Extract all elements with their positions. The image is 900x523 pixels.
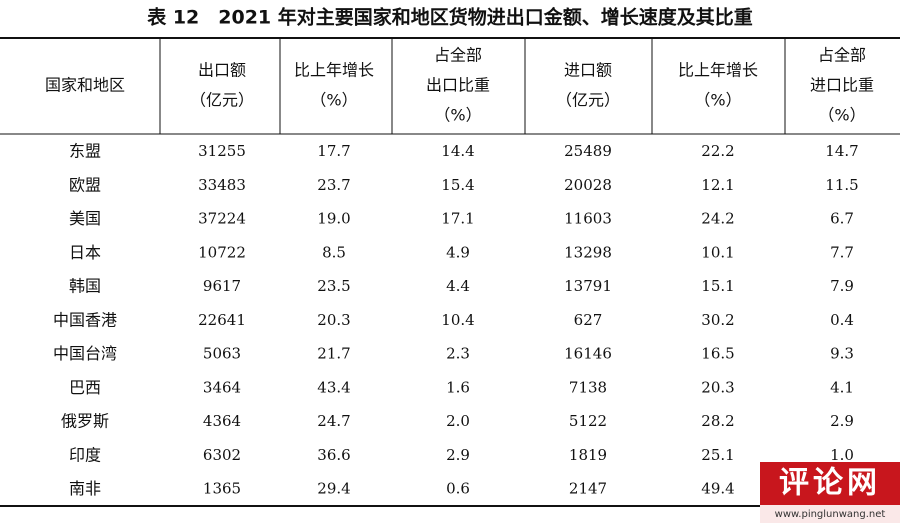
data-cell: 14.4 — [441, 142, 474, 160]
data-cell: 7.9 — [830, 277, 854, 295]
data-cell: 19.0 — [317, 210, 350, 228]
row-label: 韩国 — [69, 277, 101, 296]
header-cell: 进口额 — [564, 61, 612, 80]
data-cell: 23.7 — [317, 176, 350, 194]
header-cell: （%） — [434, 106, 481, 125]
header-cell: （%） — [694, 91, 741, 110]
watermark-name: 评论网 — [779, 466, 881, 501]
row-label: 巴西 — [69, 378, 101, 397]
data-cell: 11.5 — [825, 176, 858, 194]
data-cell: 5063 — [203, 345, 241, 363]
data-cell: 627 — [574, 311, 603, 329]
header-cell: 国家和地区 — [45, 76, 125, 95]
data-cell: 2.3 — [446, 345, 470, 363]
data-cell: 13791 — [564, 277, 612, 295]
data-cell: 10722 — [198, 243, 246, 261]
data-cell: 13298 — [564, 243, 612, 261]
header-cell: （亿元） — [190, 91, 254, 110]
data-cell: 20028 — [564, 176, 612, 194]
row-label: 俄罗斯 — [61, 412, 109, 431]
data-cell: 22641 — [198, 311, 246, 329]
row-label: 中国台湾 — [53, 344, 117, 363]
data-cell: 2.9 — [830, 412, 854, 430]
header-cell: 占全部 — [434, 46, 482, 65]
data-cell: 0.6 — [446, 480, 470, 498]
header-cell: （%） — [310, 91, 357, 110]
row-label: 中国香港 — [53, 310, 117, 329]
header-cell: （亿元） — [556, 91, 620, 110]
data-cell: 1819 — [569, 446, 607, 464]
data-cell: 1.6 — [446, 378, 470, 396]
data-cell: 1.0 — [830, 446, 854, 464]
data-cell: 10.1 — [701, 243, 734, 261]
data-cell: 4364 — [203, 412, 241, 430]
data-cell: 16146 — [564, 345, 612, 363]
data-cell: 22.2 — [701, 142, 734, 160]
table-title: 表 12 2021 年对主要国家和地区货物进出口金额、增长速度及其比重 — [147, 6, 753, 29]
data-cell: 36.6 — [317, 446, 350, 464]
header-cell: 占全部 — [818, 46, 866, 65]
data-cell: 33483 — [198, 176, 246, 194]
header-cell: 比上年增长 — [678, 61, 758, 80]
row-label: 欧盟 — [69, 175, 101, 194]
data-cell: 2.0 — [446, 412, 470, 430]
data-cell: 37224 — [198, 210, 246, 228]
data-cell: 25.1 — [701, 446, 734, 464]
header-cell: 比上年增长 — [294, 61, 374, 80]
row-label: 东盟 — [69, 142, 101, 161]
data-cell: 3464 — [203, 378, 241, 396]
data-cell: 24.7 — [317, 412, 350, 430]
row-label: 印度 — [69, 445, 101, 464]
header-cell: 出口额 — [198, 61, 246, 80]
data-cell: 21.7 — [317, 345, 350, 363]
header-cell: 出口比重 — [426, 76, 490, 95]
watermark-url: www.pinglunwang.net — [775, 509, 886, 520]
row-label: 日本 — [69, 243, 101, 262]
row-label: 美国 — [69, 209, 101, 228]
data-cell: 20.3 — [317, 311, 350, 329]
data-cell: 11603 — [564, 210, 612, 228]
data-cell: 5122 — [569, 412, 607, 430]
data-cell: 6.7 — [830, 210, 854, 228]
data-cell: 23.5 — [317, 277, 350, 295]
data-cell: 15.1 — [701, 277, 734, 295]
row-label: 南非 — [69, 479, 101, 498]
data-cell: 2147 — [569, 480, 607, 498]
data-cell: 0.4 — [830, 311, 854, 329]
header-cell: 进口比重 — [810, 76, 874, 95]
data-cell: 14.7 — [825, 142, 858, 160]
data-cell: 15.4 — [441, 176, 474, 194]
data-cell: 12.1 — [701, 176, 734, 194]
data-cell: 4.4 — [446, 277, 470, 295]
data-cell: 17.7 — [317, 142, 350, 160]
data-cell: 28.2 — [701, 412, 734, 430]
data-cell: 29.4 — [317, 480, 350, 498]
data-cell: 10.4 — [441, 311, 474, 329]
data-cell: 8.5 — [322, 243, 346, 261]
data-cell: 2.9 — [446, 446, 470, 464]
header-cell: （%） — [818, 106, 865, 125]
data-cell: 7.7 — [830, 243, 854, 261]
data-cell: 20.3 — [701, 378, 734, 396]
data-cell: 30.2 — [701, 311, 734, 329]
data-cell: 49.4 — [701, 480, 734, 498]
data-cell: 6302 — [203, 446, 241, 464]
data-cell: 4.1 — [830, 378, 854, 396]
data-cell: 17.1 — [441, 210, 474, 228]
data-cell: 24.2 — [701, 210, 734, 228]
data-cell: 9.3 — [830, 345, 854, 363]
data-cell: 9617 — [203, 277, 241, 295]
watermark-strip — [760, 505, 900, 523]
data-cell: 7138 — [569, 378, 607, 396]
data-cell: 1365 — [203, 480, 241, 498]
data-cell: 4.9 — [446, 243, 470, 261]
header-dividers — [159, 38, 786, 134]
data-cell: 25489 — [564, 142, 612, 160]
data-cell: 43.4 — [317, 378, 350, 396]
data-cell: 31255 — [198, 142, 246, 160]
data-cell: 16.5 — [701, 345, 734, 363]
